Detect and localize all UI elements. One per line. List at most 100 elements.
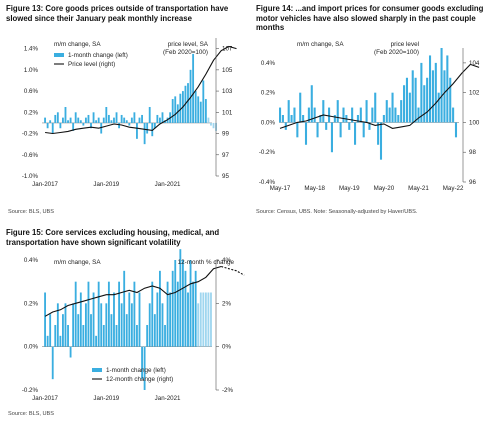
x-tick: May-20: [374, 185, 395, 192]
y-tick-right: 97: [222, 152, 229, 159]
bar: [336, 100, 339, 123]
y-tick-right: 95: [222, 173, 229, 180]
x-tick: Jan-2021: [155, 395, 181, 402]
bar: [408, 92, 411, 123]
bar: [420, 62, 423, 123]
x-tick: May-19: [339, 185, 360, 192]
bar: [356, 115, 359, 123]
bar: [130, 117, 133, 123]
bar: [189, 69, 192, 123]
bar: [120, 114, 123, 123]
bar: [199, 101, 202, 123]
bar: [125, 314, 128, 347]
bar: [385, 100, 388, 123]
bar: [49, 314, 52, 347]
bar: [102, 117, 105, 123]
bar: [90, 122, 92, 129]
y-tick-right: 99: [222, 131, 229, 138]
y-tick-left: 0.4%: [261, 60, 276, 67]
bar: [382, 115, 385, 123]
x-tick: May-17: [270, 185, 291, 192]
bar: [197, 96, 200, 123]
bar: [143, 346, 146, 390]
bar: [148, 303, 151, 347]
x-tick: Jan-2019: [93, 395, 119, 402]
bar: [194, 270, 197, 347]
bar: [189, 260, 192, 347]
bar: [443, 70, 446, 123]
bar: [97, 281, 100, 347]
bar: [313, 107, 316, 123]
y-tick-left: 0.0%: [24, 344, 39, 351]
bar: [328, 107, 331, 123]
bar: [348, 122, 351, 130]
bar: [125, 120, 128, 123]
bar: [113, 117, 115, 123]
y-tick-left: 1.0%: [24, 67, 39, 74]
bar: [100, 303, 103, 347]
bar: [92, 112, 95, 123]
bar: [136, 325, 138, 347]
bar: [279, 107, 282, 123]
bar: [141, 114, 143, 123]
bar: [197, 303, 200, 347]
bar: [159, 117, 161, 123]
bar: [146, 122, 149, 134]
bar: [414, 77, 417, 123]
bar: [368, 122, 371, 130]
bar: [202, 292, 205, 347]
bar: [82, 122, 85, 126]
bar: [207, 292, 210, 347]
bar: [138, 117, 141, 123]
y-tick-right: 103: [222, 88, 233, 95]
x-tick: Jan-2017: [32, 181, 58, 188]
y-tick-right: 98: [469, 149, 476, 156]
annotation-right: price level, SA: [168, 41, 209, 48]
y-tick-right: 105: [222, 67, 233, 74]
y-tick-right: 107: [222, 46, 233, 53]
y-tick-left: 0.2%: [24, 300, 39, 307]
bar: [51, 122, 54, 134]
y-tick-left: -0.6%: [22, 152, 39, 159]
bar: [143, 122, 146, 145]
annotation-right-2: (Feb 2020=100): [374, 49, 419, 56]
bar: [69, 346, 72, 358]
y-tick-left: 0.6%: [24, 88, 39, 95]
bar: [417, 107, 420, 123]
bar: [56, 112, 59, 123]
y-tick-left: -0.2%: [259, 149, 276, 156]
legend-label: 12-month change (right): [106, 376, 173, 383]
bar: [54, 114, 57, 123]
bar: [69, 117, 72, 123]
bar: [174, 260, 177, 347]
bar: [44, 117, 46, 123]
bar: [151, 122, 154, 137]
x-tick: May-21: [408, 185, 429, 192]
series-line: [45, 45, 237, 135]
annotation-left: m/m change, SA: [54, 41, 101, 48]
bar: [46, 335, 49, 347]
bar: [62, 117, 64, 123]
legend-label: 1-month change (left): [106, 367, 166, 374]
annotation-right-2: (Feb 2020=100): [163, 49, 208, 56]
bar: [210, 122, 212, 126]
bar: [67, 325, 69, 347]
y-tick-right: 102: [469, 90, 480, 97]
bar: [102, 325, 105, 347]
x-tick: May-22: [443, 185, 464, 192]
bar: [434, 62, 437, 123]
bar: [210, 292, 212, 347]
bar: [316, 122, 319, 138]
bar: [302, 115, 305, 123]
y-tick-left: -0.2%: [22, 131, 39, 138]
y-tick-right: 2%: [222, 300, 231, 307]
bar: [204, 292, 207, 347]
bar: [379, 122, 383, 160]
bar: [194, 91, 197, 123]
bar: [151, 281, 154, 347]
bar: [123, 270, 126, 347]
bar: [49, 120, 52, 123]
bar: [431, 70, 434, 123]
bar: [377, 122, 380, 145]
annotation-left: m/m change, SA: [297, 41, 344, 48]
